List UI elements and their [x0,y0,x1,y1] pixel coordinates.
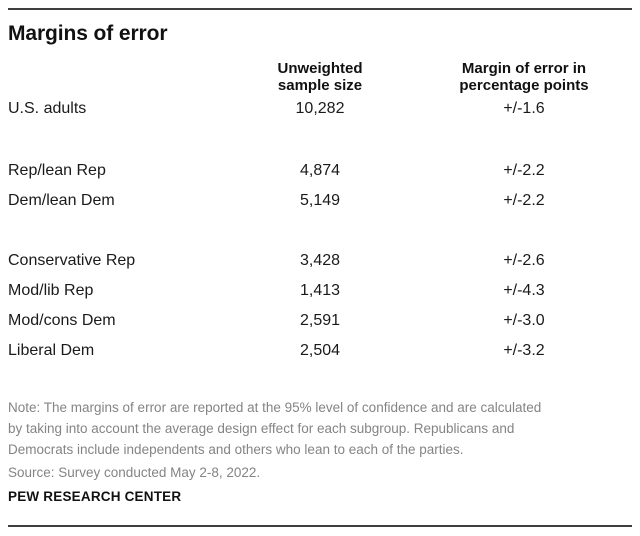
row-label: Rep/lean Rep [8,162,106,179]
table-row-us-adults: U.S. adults 10,282 +/-1.6 [8,94,632,124]
moe-value: +/-4.3 [503,282,545,299]
page-title: Margins of error [8,22,168,45]
moe-value: +/-3.0 [503,312,545,329]
group-spacer [8,124,632,156]
col-header-moe: Margin of error in percentage points [459,60,589,94]
row-label: Liberal Dem [8,342,95,359]
sample-size-value: 10,282 [295,100,345,117]
sample-size-value: 1,413 [299,282,341,299]
sample-size-value: 2,504 [299,342,341,359]
moe-value: +/-2.6 [503,252,545,269]
sample-size-value: 5,149 [299,192,341,209]
row-label: Conservative Rep [8,252,136,269]
group-spacer [8,216,632,246]
moe-value: +/-2.2 [503,162,545,179]
table-row-liberal-dem: Liberal Dem 2,504 +/-3.2 [8,336,632,366]
moe-value: +/-3.2 [503,342,545,359]
bottom-rule [8,525,632,527]
table-row-conservative-rep: Conservative Rep 3,428 +/-2.6 [8,246,632,276]
table-row-mod-cons-dem: Mod/cons Dem 2,591 +/-3.0 [8,306,632,336]
note-line: by taking into account the average desig… [8,421,515,436]
sample-size-value: 4,874 [299,162,341,179]
table-row-mod-lib-rep: Mod/lib Rep 1,413 +/-4.3 [8,276,632,306]
footnote-block: Note: The margins of error are reported … [8,397,628,483]
source-line: Source: Survey conducted May 2-8, 2022. [8,465,261,480]
col-header-sample-size: Unweighted sample size [277,60,363,94]
row-label: U.S. adults [8,100,87,117]
table-header-row: Unweighted sample size Margin of error i… [8,60,632,94]
col-header-blank [8,60,240,94]
sample-size-value: 2,591 [299,312,341,329]
margins-of-error-table: Unweighted sample size Margin of error i… [8,60,632,366]
row-label: Mod/lib Rep [8,282,94,299]
top-rule [8,8,632,10]
table-row-rep-lean-rep: Rep/lean Rep 4,874 +/-2.2 [8,156,632,186]
moe-value: +/-1.6 [503,100,545,117]
pew-research-center-wordmark: PEW RESEARCH CENTER [8,489,182,504]
row-label: Mod/cons Dem [8,312,116,329]
note-line: Note: The margins of error are reported … [8,400,542,415]
row-label: Dem/lean Dem [8,192,115,209]
moe-value: +/-2.2 [503,192,545,209]
sample-size-value: 3,428 [299,252,341,269]
note-line: Democrats include independents and other… [8,442,464,457]
table-row-dem-lean-dem: Dem/lean Dem 5,149 +/-2.2 [8,186,632,216]
